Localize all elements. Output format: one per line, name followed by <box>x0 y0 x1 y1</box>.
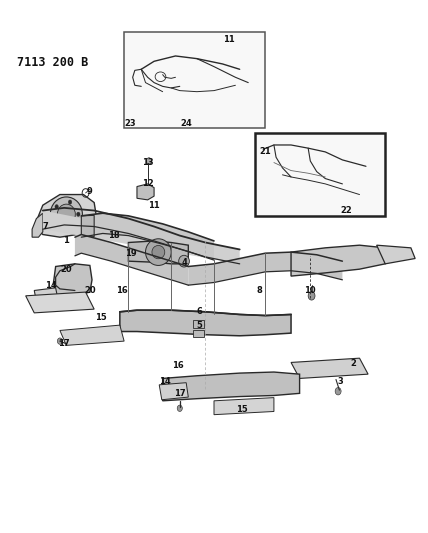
Polygon shape <box>128 241 188 264</box>
Text: 2: 2 <box>350 359 356 368</box>
Circle shape <box>57 338 62 344</box>
Polygon shape <box>159 383 188 400</box>
Text: 10: 10 <box>304 286 316 295</box>
Polygon shape <box>81 215 94 237</box>
Ellipse shape <box>57 204 75 224</box>
Text: 4: 4 <box>181 258 187 266</box>
Polygon shape <box>120 310 291 336</box>
Polygon shape <box>214 398 274 415</box>
Text: 1: 1 <box>63 237 69 245</box>
Text: 7113 200 B: 7113 200 B <box>17 56 88 69</box>
Bar <box>193 330 204 337</box>
Ellipse shape <box>179 255 189 267</box>
Text: 5: 5 <box>196 321 202 329</box>
Text: 15: 15 <box>236 405 248 414</box>
Ellipse shape <box>51 197 82 231</box>
Text: 14: 14 <box>45 281 57 289</box>
Polygon shape <box>81 213 214 260</box>
Text: 11: 11 <box>223 36 235 44</box>
Polygon shape <box>75 235 188 285</box>
Ellipse shape <box>152 245 165 259</box>
Text: 17: 17 <box>174 389 186 398</box>
Polygon shape <box>43 211 240 264</box>
Circle shape <box>77 212 80 216</box>
Text: 3: 3 <box>337 377 343 385</box>
Text: 14: 14 <box>159 377 171 385</box>
Text: 9: 9 <box>87 188 93 196</box>
Polygon shape <box>34 195 96 237</box>
Circle shape <box>335 387 341 395</box>
Polygon shape <box>188 252 342 285</box>
Text: 17: 17 <box>58 340 70 348</box>
Polygon shape <box>54 264 92 296</box>
Bar <box>193 320 204 328</box>
Polygon shape <box>163 372 300 401</box>
Text: 23: 23 <box>125 119 137 128</box>
Circle shape <box>68 200 72 204</box>
Circle shape <box>68 224 72 229</box>
Text: 24: 24 <box>180 119 192 128</box>
Text: 11: 11 <box>148 201 160 209</box>
Text: 21: 21 <box>259 148 271 156</box>
Polygon shape <box>32 213 43 237</box>
Circle shape <box>146 158 152 164</box>
Text: 6: 6 <box>196 308 202 316</box>
Polygon shape <box>291 358 368 378</box>
Polygon shape <box>26 292 94 313</box>
Text: 7: 7 <box>42 222 48 231</box>
Polygon shape <box>34 288 58 301</box>
Polygon shape <box>291 245 394 276</box>
Circle shape <box>55 220 58 224</box>
Circle shape <box>177 405 182 411</box>
Text: 20: 20 <box>60 265 72 273</box>
Text: 16: 16 <box>172 361 184 369</box>
Polygon shape <box>137 184 154 200</box>
Text: 22: 22 <box>341 206 353 215</box>
Text: 20: 20 <box>84 286 96 295</box>
Bar <box>255 133 385 216</box>
Text: 12: 12 <box>142 180 154 188</box>
Text: 18: 18 <box>107 231 119 240</box>
Polygon shape <box>60 325 124 345</box>
Circle shape <box>308 292 315 300</box>
Text: 8: 8 <box>256 286 262 295</box>
Ellipse shape <box>146 239 171 265</box>
Bar <box>124 32 265 128</box>
Text: 13: 13 <box>142 158 154 167</box>
Polygon shape <box>377 245 415 264</box>
Text: 16: 16 <box>116 286 128 295</box>
Text: 15: 15 <box>95 313 107 321</box>
Text: 19: 19 <box>125 249 137 257</box>
Circle shape <box>55 205 58 209</box>
